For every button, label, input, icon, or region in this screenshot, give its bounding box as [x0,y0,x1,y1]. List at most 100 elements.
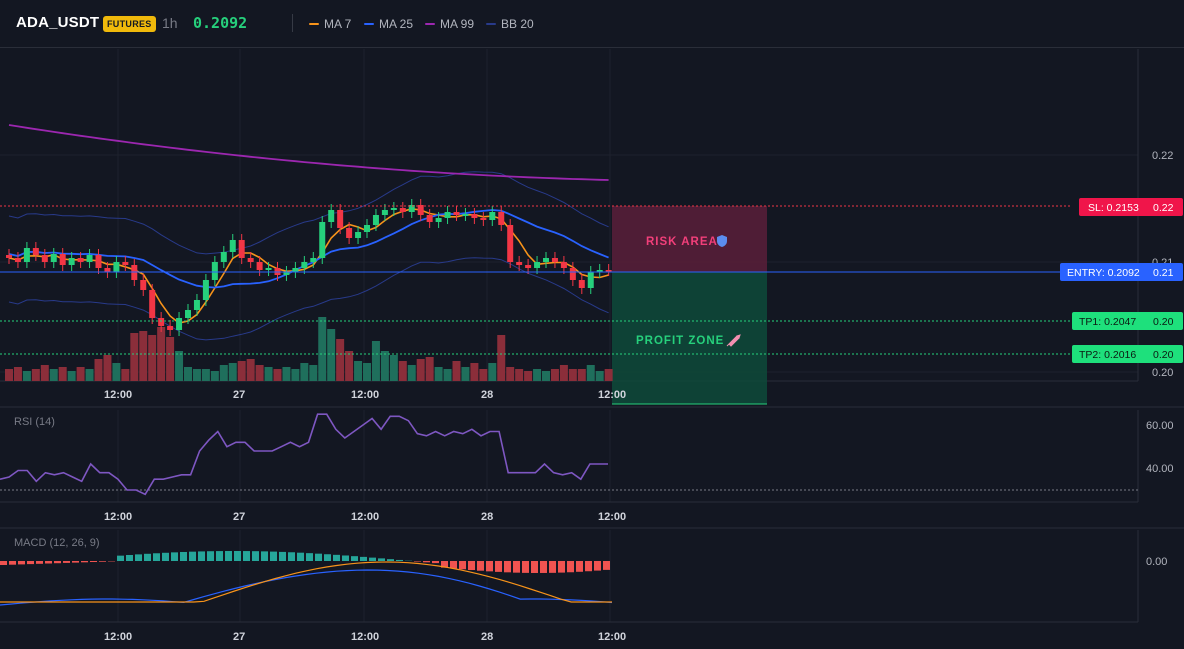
macd-bar [351,556,358,561]
macd-bar [423,561,430,563]
macd-bar [306,553,313,561]
volume-bar [49,369,58,381]
macd-bar [342,555,349,561]
volume-bar [175,351,184,381]
entry-tag-label: ENTRY: 0.2092 [1067,267,1140,279]
legend-ma7[interactable]: MA 7 [309,16,351,32]
legend-bb20[interactable]: BB 20 [486,16,534,32]
candle-body [578,280,585,288]
macd-bar [558,561,565,573]
time-tick: 12:00 [598,631,626,643]
macd-bar [315,553,322,561]
macd-bar [54,561,61,564]
symbol-name[interactable]: ADA_USDT [16,14,100,31]
candle-body [68,258,75,265]
rsi-title[interactable]: RSI (14) [14,416,55,428]
candle-body [319,222,326,258]
shield-icon [717,235,727,247]
macd-bar [279,551,286,561]
candle-body [140,280,147,290]
macd-bar [243,551,250,561]
bb-swatch [486,23,496,25]
candle-body [95,255,102,268]
rsi-tick: 40.00 [1146,463,1174,475]
legend-ma7-label: MA 7 [324,17,352,31]
candle-body [507,225,514,262]
volume-bar [542,371,550,381]
candle-body [238,240,245,258]
volume-bar [94,359,103,381]
legend-ma99[interactable]: MA 99 [425,16,474,32]
candle-body [372,215,379,225]
volume-bar [13,367,22,381]
macd-signal-line [0,561,612,603]
volume-bar [515,369,524,381]
volume-bar [371,341,380,381]
candle-body [587,272,594,288]
rsi-line [0,413,608,496]
volume-bar [407,365,416,381]
candle-body [113,262,120,272]
macd-bar [513,561,520,573]
time-tick: 12:00 [104,511,132,523]
volume-bar [121,369,130,381]
candle-body [417,205,424,215]
volume-bar [443,369,452,381]
tp1-tag-label: TP1: 0.2047 [1079,316,1136,328]
profit-zone[interactable] [612,272,767,404]
volume-bar [184,367,192,381]
sl-tag-label: SL: 0.2153 [1088,202,1139,214]
volume-bar [380,351,389,381]
candle-body [605,270,612,272]
candle-body [23,248,30,262]
volume-bar [506,367,515,381]
macd-bar [117,555,124,561]
entry-tag[interactable]: ENTRY: 0.2092 0.21 [1060,263,1183,281]
price-tick: 0.22 [1152,150,1173,162]
candle-body [534,262,541,268]
macd-bar [261,551,268,561]
volume-bar [264,367,273,381]
candle-body [381,210,388,215]
time-tick: 27 [233,389,245,401]
tp1-tag-axis: 0.20 [1153,316,1174,328]
time-tick: 27 [233,511,245,523]
macd-bar [432,561,439,564]
ma99-swatch [425,23,435,25]
macd-bar [585,561,592,572]
candle-body [167,326,174,330]
volume-bar [237,361,246,381]
legend-ma25[interactable]: MA 25 [364,16,413,32]
tp1-tag[interactable]: TP1: 0.2047 0.20 [1072,312,1183,330]
volume-bar [85,369,94,381]
candle-body [220,252,227,262]
sl-tag[interactable]: SL: 0.2153 0.22 [1079,198,1183,216]
volume-bar [291,369,300,381]
candle-body [364,225,370,232]
tp2-tag[interactable]: TP2: 0.2016 0.20 [1072,345,1183,363]
ma7-swatch [309,23,319,25]
volume-bar [273,369,282,381]
volume-bar [416,359,425,381]
candle-body [426,215,433,222]
macd-title[interactable]: MACD (12, 26, 9) [14,537,100,549]
volume-bar [130,333,139,381]
candle-body [560,262,567,268]
volume-bar [192,369,201,381]
market-type-badge: FUTURES [103,16,156,32]
macd-bar [189,551,196,561]
volume-bar [67,371,76,381]
timeframe-selector[interactable]: 1h [162,15,178,31]
volume-bar [568,369,577,381]
macd-bar [162,552,169,561]
volume-bar [550,369,559,381]
candle-body [185,310,191,318]
time-tick: 28 [481,511,493,523]
time-tick: 12:00 [598,511,626,523]
volume-bar [533,369,542,381]
volume-bar [354,361,363,381]
risk-area-zone[interactable] [612,206,767,272]
macd-bar [441,561,448,568]
candle-body [283,272,290,275]
